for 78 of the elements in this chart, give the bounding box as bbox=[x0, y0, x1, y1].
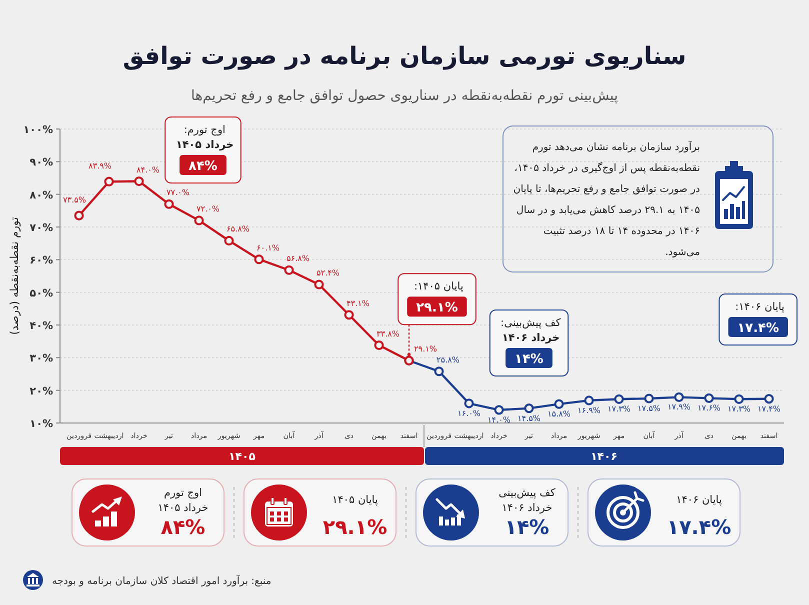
annotation: کف پیش‌بینی: خرداد ۱۴۰۶ ۱۴% bbox=[497, 317, 561, 367]
y-tick-label: ۱۰% bbox=[30, 418, 54, 430]
data-label: ۱۴.۵% bbox=[517, 414, 541, 423]
data-label: ۱۶.۹% bbox=[577, 406, 601, 415]
point bbox=[764, 394, 774, 404]
text: کف پیش‌بینی bbox=[498, 487, 556, 499]
point bbox=[434, 366, 444, 376]
data-label: ۱۵.۸% bbox=[547, 410, 571, 419]
text: ۱۷.۴% bbox=[666, 515, 732, 539]
y-tick-label: ۸۰% bbox=[30, 189, 54, 202]
data-label: ۱۷.۳% bbox=[607, 404, 631, 414]
y-tick-label: ۵۰% bbox=[30, 287, 54, 300]
annotation: پایان ۱۴۰۵: ۲۹.۱% bbox=[410, 280, 464, 316]
point bbox=[254, 254, 264, 264]
point bbox=[344, 310, 354, 320]
point bbox=[554, 399, 564, 409]
data-label: ۵۶.۸% bbox=[286, 254, 310, 264]
point bbox=[104, 176, 114, 186]
text: ۲۹.۱% bbox=[322, 515, 388, 539]
point bbox=[734, 394, 744, 404]
point bbox=[704, 393, 714, 403]
y-tick-label: ۲۰% bbox=[30, 385, 54, 398]
point bbox=[584, 396, 594, 406]
text: پایان ۱۴۰۵ bbox=[332, 494, 378, 506]
data-label: ۳۳.۸% bbox=[376, 329, 400, 338]
y-tick-label: ۴۰% bbox=[30, 320, 54, 332]
point bbox=[494, 405, 504, 415]
point bbox=[374, 340, 384, 350]
data-label: ۷۳.۵% bbox=[62, 196, 86, 205]
point bbox=[134, 176, 144, 186]
data-label: ۱۷.۵% bbox=[637, 404, 661, 413]
y-tick-label: ۷۰% bbox=[30, 222, 54, 234]
text: ۸۴% bbox=[160, 515, 206, 539]
point bbox=[284, 265, 294, 275]
data-label: ۲۵.۸% bbox=[436, 355, 460, 364]
data-label: ۱۷.۴% bbox=[757, 404, 781, 414]
text: ۱۴۰۶ bbox=[590, 450, 618, 463]
point bbox=[224, 236, 234, 246]
data-label: ۷۲.۰% bbox=[196, 204, 220, 214]
text: منبع: برآورد امور اقتصاد کلان سازمان برنامه و بودجه bbox=[52, 574, 272, 587]
annotation: اوج تورم: خرداد ۱۴۰۵ ۸۴% bbox=[172, 124, 234, 174]
chart-subtitle: پیش‌بینی تورم نقطه‌به‌نقطه در سناریوی حصول توافق جامع و رفع تحریم‌ها bbox=[190, 88, 618, 104]
text: ۱۴۰۵ bbox=[228, 450, 256, 463]
text: پایان ۱۴۰۶ bbox=[676, 494, 722, 506]
data-label: ۸۴.۰% bbox=[136, 165, 160, 174]
data-label: ۱۶.۰% bbox=[457, 408, 481, 418]
data-label: ۱۷.۹% bbox=[667, 402, 691, 412]
point bbox=[614, 394, 624, 404]
y-tick-label: ۶۰% bbox=[30, 254, 54, 267]
point bbox=[194, 216, 204, 226]
data-label: ۱۷.۳% bbox=[727, 404, 751, 414]
text: خرداد ۱۴۰۶ bbox=[502, 502, 552, 514]
data-label: ۱۴.۰% bbox=[487, 415, 511, 424]
annotation: پایان ۱۴۰۶: ۱۷.۴% bbox=[732, 301, 785, 336]
data-label: ۱۷.۶% bbox=[697, 404, 721, 413]
annotation: برآورد سازمان برنامه نشان می‌دهد تورم نقطه‌به‌نقطه پس از اوج‌گیری در خرداد ۱۴۰۵، در صورت توافق جامع و رفع تحریم‌ها، تا پایان ۱۴۰۵ به ۲۹.۱ درصد کاهش می‌یابد و در سال ۱۴۰۶ در محدوده ۱۴ تا ۱۸ درصد تثبیت می‌شود. bbox=[513, 140, 700, 258]
data-label: ۶۰.۱% bbox=[256, 243, 280, 252]
data-label: ۷۷.۰% bbox=[166, 188, 190, 198]
point bbox=[464, 398, 474, 408]
data-label: ۸۳.۹% bbox=[88, 162, 112, 171]
point bbox=[74, 210, 84, 220]
text: اوج تورم bbox=[164, 487, 202, 499]
y-tick-label: ۳۰% bbox=[30, 352, 54, 365]
data-label: ۶۵.۸% bbox=[226, 224, 250, 234]
point bbox=[524, 404, 534, 414]
point bbox=[314, 280, 324, 290]
data-label: ۴۳.۱% bbox=[346, 298, 370, 308]
point bbox=[644, 394, 654, 404]
y-axis-title: تورم نقطه‌به‌نقطه (درصد) bbox=[8, 217, 21, 335]
text: خرداد ۱۴۰۵ bbox=[158, 502, 208, 514]
text: ۱۴% bbox=[504, 515, 550, 539]
data-label: ۲۹.۱% bbox=[414, 344, 438, 354]
data-label: ۵۲.۴% bbox=[316, 268, 340, 278]
chart-title: سناریوی تورمی سازمان برنامه در صورت توافق bbox=[122, 42, 686, 70]
y-tick-label: ۹۰% bbox=[30, 156, 54, 169]
y-tick-label: ۱۰۰% bbox=[23, 124, 54, 136]
point bbox=[674, 392, 684, 402]
point bbox=[164, 199, 174, 209]
